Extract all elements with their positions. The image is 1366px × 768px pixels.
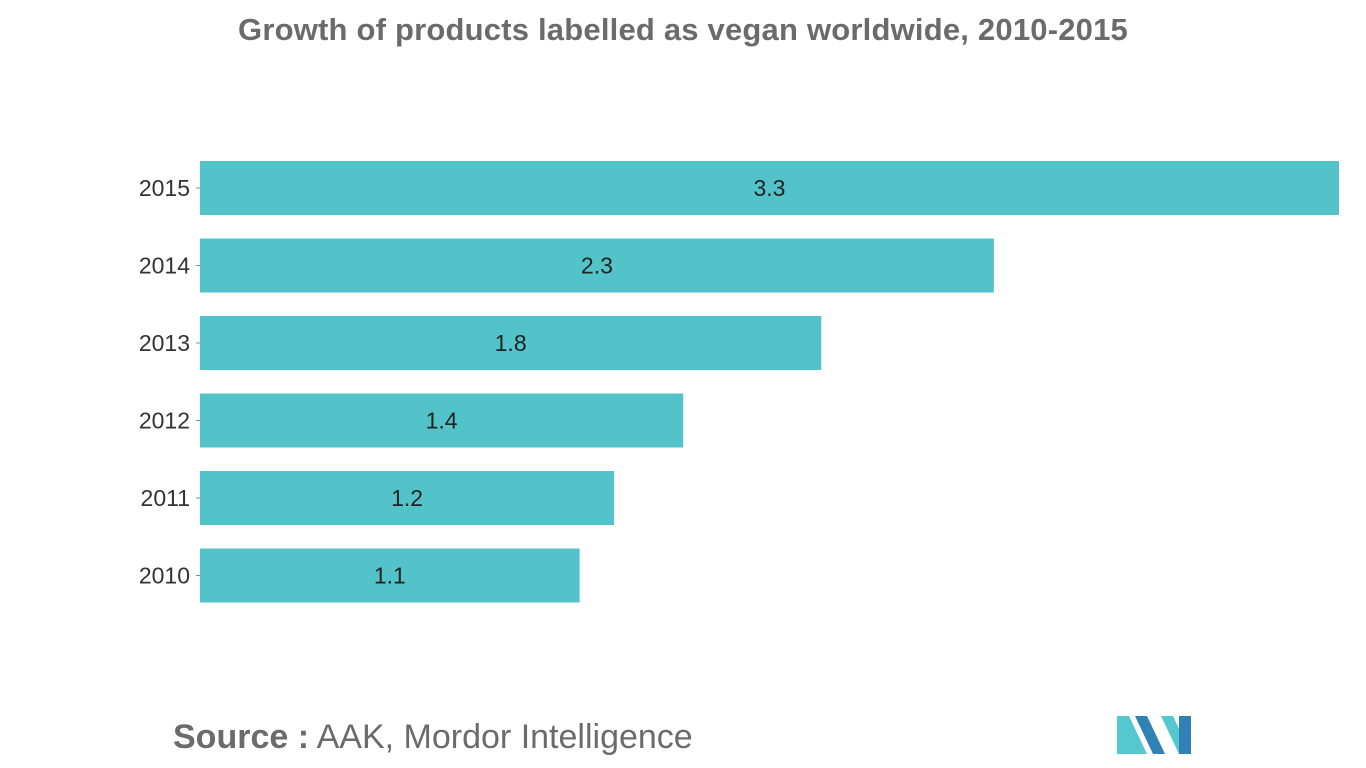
logo-right-bar xyxy=(1179,716,1191,754)
data-label-2010: 1.1 xyxy=(374,563,406,589)
logo-middle-stroke xyxy=(1135,716,1165,754)
data-label-2014: 2.3 xyxy=(581,253,613,279)
source-line: Source : AAK, Mordor Intelligence xyxy=(173,718,693,757)
bar-2012 xyxy=(200,393,684,448)
bar-2010 xyxy=(200,548,580,603)
y-tick-label-2012: 2012 xyxy=(139,408,190,434)
bar-chart: 2015 3.3 2014 2.3 2013 1.8 2012 1.4 2011 1.2 2010 1… xyxy=(139,161,1339,603)
mordor-intelligence-logo-icon xyxy=(1117,716,1191,754)
y-tick-label-2011: 2011 xyxy=(141,485,190,511)
y-tick-label-2013: 2013 xyxy=(139,330,190,356)
data-label-2011: 1.2 xyxy=(391,485,423,511)
data-label-2015: 3.3 xyxy=(754,175,786,201)
source-text: AAK, Mordor Intelligence xyxy=(316,718,693,756)
bar-2013 xyxy=(200,316,822,370)
y-tick-label-2015: 2015 xyxy=(139,175,190,201)
bars-group: 2015 3.3 2014 2.3 2013 1.8 2012 1.4 2011 1.2 2010 1… xyxy=(139,161,1339,603)
bar-2015 xyxy=(200,161,1339,215)
source-prefix: Source : xyxy=(173,718,310,756)
y-tick-label-2014: 2014 xyxy=(139,253,190,279)
y-tick-label-2010: 2010 xyxy=(139,563,190,589)
bar-2011 xyxy=(200,471,615,525)
logo-left-stroke xyxy=(1117,716,1147,754)
chart-title: Growth of products labelled as vegan wor… xyxy=(238,12,1128,47)
data-label-2013: 1.8 xyxy=(495,330,527,356)
bar-2014 xyxy=(200,238,994,293)
data-label-2012: 1.4 xyxy=(426,408,458,434)
